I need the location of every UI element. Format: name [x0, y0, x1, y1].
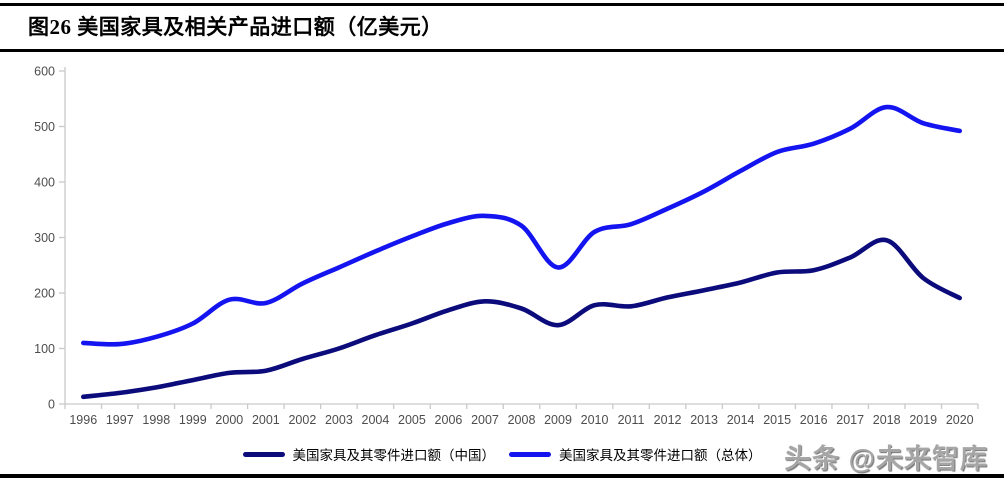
bottom-rule	[0, 474, 1004, 478]
y-tick-label: 600	[34, 65, 55, 79]
legend-label-total: 美国家具及其零件进口额（总体）	[559, 448, 762, 463]
x-tick-label: 2010	[581, 413, 609, 427]
x-tick-label: 2003	[325, 413, 353, 427]
chart-title: 图26 美国家具及相关产品进口额（亿美元）	[28, 15, 443, 39]
y-tick-label: 300	[34, 231, 55, 245]
x-tick-label: 2020	[946, 413, 974, 427]
x-tick-label: 2006	[435, 413, 463, 427]
x-tick-label: 2009	[544, 413, 572, 427]
title-underline-rule	[0, 49, 1004, 52]
x-tick-label: 1999	[179, 413, 207, 427]
x-tick-label: 1998	[142, 413, 170, 427]
x-tick-label: 2000	[215, 413, 243, 427]
line-chart: 0 100 200 300 400 500 600 1996 1997 1998 1999 2000 2…	[0, 55, 1004, 435]
x-tick-label: 2005	[398, 413, 426, 427]
y-tick-label: 100	[34, 342, 55, 356]
x-tick-label: 2004	[362, 413, 390, 427]
legend-item-total: 美国家具及其零件进口额（总体）	[509, 444, 762, 464]
x-tick-label: 2011	[618, 413, 645, 427]
x-tick-label: 2007	[471, 413, 499, 427]
x-tick-label: 2014	[727, 413, 755, 427]
y-tick-label: 500	[34, 120, 55, 134]
watermark-text: 头条 @未来智库	[784, 444, 988, 474]
x-tick-label: 2019	[909, 413, 937, 427]
chart-legend: 美国家具及其零件进口额（中国） 美国家具及其零件进口额（总体）	[0, 442, 1004, 466]
x-tick-label: 2018	[873, 413, 901, 427]
y-tick-label: 200	[34, 287, 55, 301]
legend-item-china: 美国家具及其零件进口额（中国）	[242, 444, 496, 464]
legend-swatch-total	[509, 451, 551, 457]
x-tick-label: 1997	[106, 413, 134, 427]
legend-label-china: 美国家具及其零件进口额（中国）	[292, 448, 496, 463]
x-tick-label: 2012	[654, 413, 682, 427]
y-tick-label: 0	[48, 398, 55, 412]
x-tick-label: 1996	[69, 413, 97, 427]
x-tick-label: 2016	[800, 413, 828, 427]
legend-swatch-china	[242, 451, 285, 457]
y-tick-label: 400	[34, 176, 55, 190]
x-tick-label: 2017	[836, 413, 864, 427]
series-line-total	[81, 104, 962, 347]
x-tick-label: 2013	[690, 413, 718, 427]
x-tick-label: 2008	[508, 413, 536, 427]
x-tick-label: 2015	[763, 413, 791, 427]
top-rule	[0, 3, 1004, 6]
series-line-china	[81, 237, 962, 400]
chart-canvas: 0 100 200 300 400 500 600 1996 1997 1998 1999 2000 2…	[34, 65, 979, 427]
x-tick-label: 2001	[252, 413, 280, 427]
x-tick-label: 2002	[288, 413, 316, 427]
